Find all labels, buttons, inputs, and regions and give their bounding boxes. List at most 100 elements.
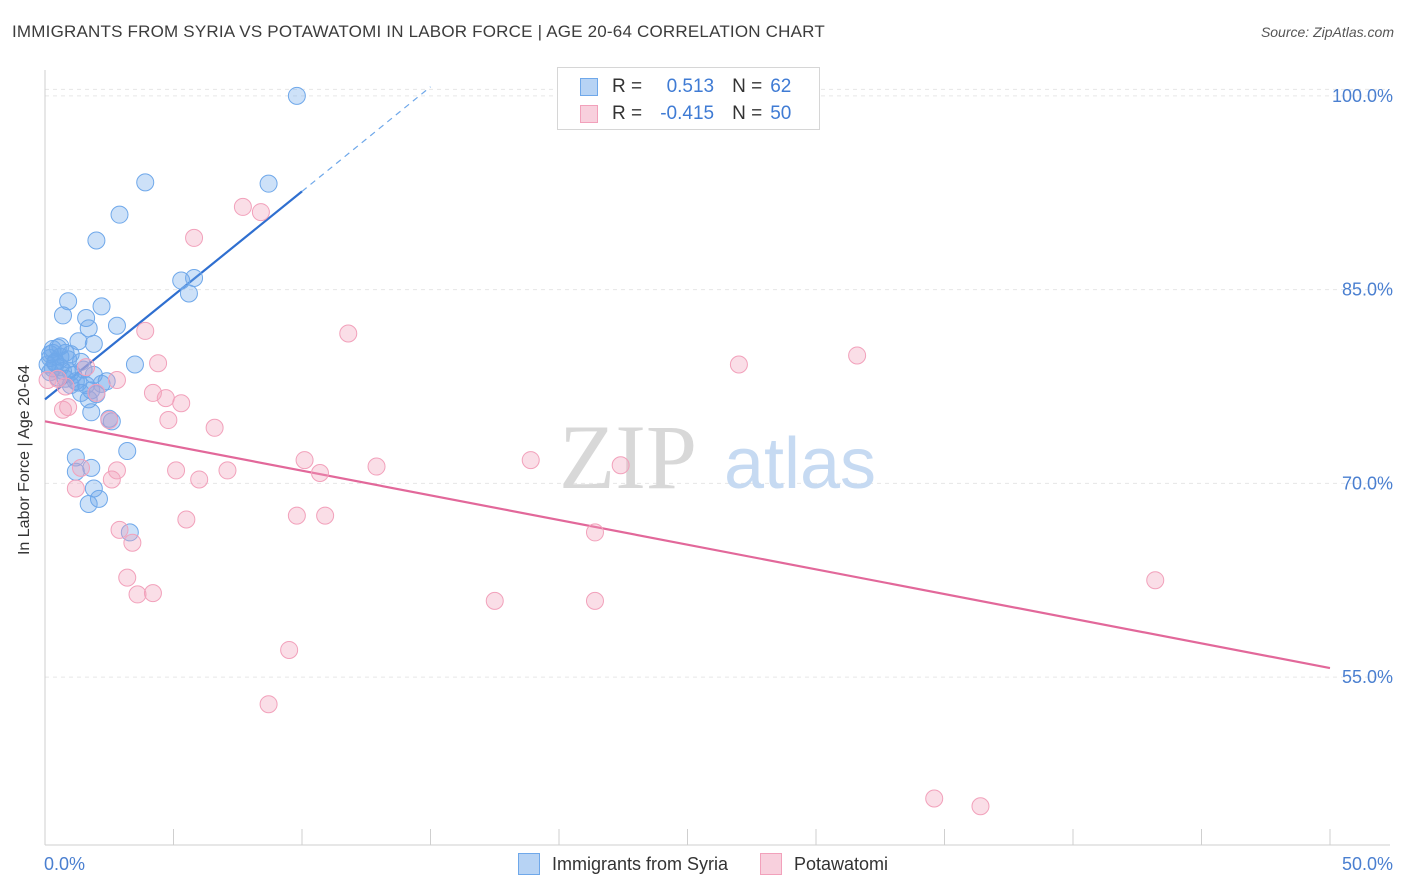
legend-item-syria: Immigrants from Syria — [517, 853, 728, 875]
point-syria — [82, 458, 101, 477]
point-syria — [110, 205, 129, 224]
r-label: R = — [612, 103, 643, 124]
legend-label-potawatomi: Potawatomi — [793, 853, 889, 874]
point-syria — [89, 489, 108, 508]
point-syria — [43, 343, 62, 362]
point-potawatomi — [53, 400, 72, 419]
point-potawatomi — [218, 461, 237, 480]
point-potawatomi — [339, 324, 358, 343]
point-syria — [77, 309, 96, 327]
x-tick-label-max: 50.0% — [1342, 854, 1393, 874]
legend-swatch-syria — [517, 853, 540, 875]
trend-line-syria-extension — [301, 86, 431, 192]
chart-title: IMMIGRANTS FROM SYRIA VS POTAWATOMI IN L… — [12, 22, 825, 41]
point-potawatomi — [143, 584, 162, 603]
point-potawatomi — [123, 533, 142, 552]
point-syria — [71, 352, 90, 371]
point-potawatomi — [159, 411, 178, 430]
x-tick-label-min: 0.0% — [44, 854, 85, 874]
point-potawatomi — [259, 695, 278, 714]
point-potawatomi — [177, 510, 196, 529]
point-syria — [71, 383, 90, 402]
point-syria — [287, 86, 306, 105]
point-potawatomi — [185, 228, 204, 247]
legend-swatch-potawatomi — [759, 853, 782, 875]
point-syria — [51, 337, 70, 356]
point-syria — [46, 354, 65, 373]
point-syria — [79, 495, 98, 513]
point-potawatomi — [172, 394, 191, 413]
point-syria — [120, 523, 139, 542]
y-tick-label: 100.0% — [1332, 86, 1393, 106]
correlation-legend: R = 0.513 N = 62 R = -0.415 N = 50 — [557, 67, 820, 130]
n-value-syria: 62 — [770, 76, 792, 97]
point-potawatomi — [611, 456, 630, 475]
tick-labels: 55.0% 70.0% 85.0% 100.0% 0.0% 50.0% — [44, 86, 1393, 874]
point-syria — [59, 292, 78, 311]
series-legend: Immigrants from Syria Potawatomi — [0, 851, 1406, 877]
point-potawatomi — [38, 371, 57, 389]
point-potawatomi — [118, 568, 137, 587]
point-potawatomi — [107, 461, 126, 480]
point-syria — [92, 374, 111, 393]
data-points — [38, 86, 1165, 816]
watermark-atlas: atlas — [724, 424, 876, 504]
point-potawatomi — [100, 411, 119, 430]
point-syria — [66, 448, 85, 467]
point-syria — [84, 334, 103, 353]
point-potawatomi — [59, 398, 78, 417]
y-tick-label: 70.0% — [1342, 473, 1393, 493]
gridlines — [45, 88, 1390, 678]
point-potawatomi — [156, 389, 175, 408]
point-potawatomi — [295, 451, 314, 470]
source-label: Source: ZipAtlas.com — [1260, 24, 1394, 40]
legend-row-potawatomi: R = -0.415 N = 50 — [580, 103, 791, 125]
r-label: R = — [612, 76, 643, 97]
point-potawatomi — [316, 506, 335, 525]
point-potawatomi — [848, 346, 867, 365]
r-value-potawatomi: -0.415 — [660, 103, 715, 124]
watermark-zip: ZIP — [559, 406, 697, 508]
point-potawatomi — [310, 464, 329, 482]
point-syria — [87, 231, 106, 250]
point-potawatomi — [367, 457, 386, 476]
point-potawatomi — [287, 506, 306, 525]
legend-label-syria: Immigrants from Syria — [551, 853, 728, 874]
axes — [44, 70, 1390, 846]
point-potawatomi — [102, 470, 121, 489]
point-syria — [136, 173, 155, 192]
point-syria — [185, 268, 204, 287]
legend-swatch-syria — [580, 78, 598, 96]
point-potawatomi — [971, 797, 990, 816]
point-syria — [259, 174, 278, 193]
zipatlas-watermark: ZIP atlas — [559, 406, 876, 508]
n-label: N = — [732, 76, 763, 97]
point-syria — [92, 297, 111, 316]
trend-line-potawatomi — [44, 420, 1331, 670]
point-potawatomi — [107, 371, 126, 389]
n-value-potawatomi: 50 — [770, 103, 792, 124]
point-potawatomi — [729, 355, 748, 374]
trend-line-syria — [44, 190, 303, 401]
point-potawatomi — [585, 591, 604, 610]
point-syria — [179, 284, 198, 303]
point-syria — [125, 355, 144, 374]
r-value-syria: 0.513 — [666, 76, 715, 97]
point-potawatomi — [251, 203, 270, 222]
point-potawatomi — [485, 591, 504, 610]
point-syria — [118, 442, 137, 461]
n-label: N = — [732, 103, 763, 124]
point-potawatomi — [190, 470, 209, 489]
trend-lines — [44, 86, 1331, 670]
point-potawatomi — [110, 520, 129, 539]
point-potawatomi — [585, 523, 604, 542]
legend-swatch-potawatomi — [580, 105, 598, 123]
y-tick-label: 85.0% — [1342, 280, 1393, 300]
point-potawatomi — [56, 377, 75, 396]
point-syria — [61, 345, 80, 364]
point-potawatomi — [136, 321, 155, 340]
point-potawatomi — [925, 789, 944, 808]
legend-item-potawatomi: Potawatomi — [759, 853, 889, 875]
point-potawatomi — [149, 354, 168, 373]
